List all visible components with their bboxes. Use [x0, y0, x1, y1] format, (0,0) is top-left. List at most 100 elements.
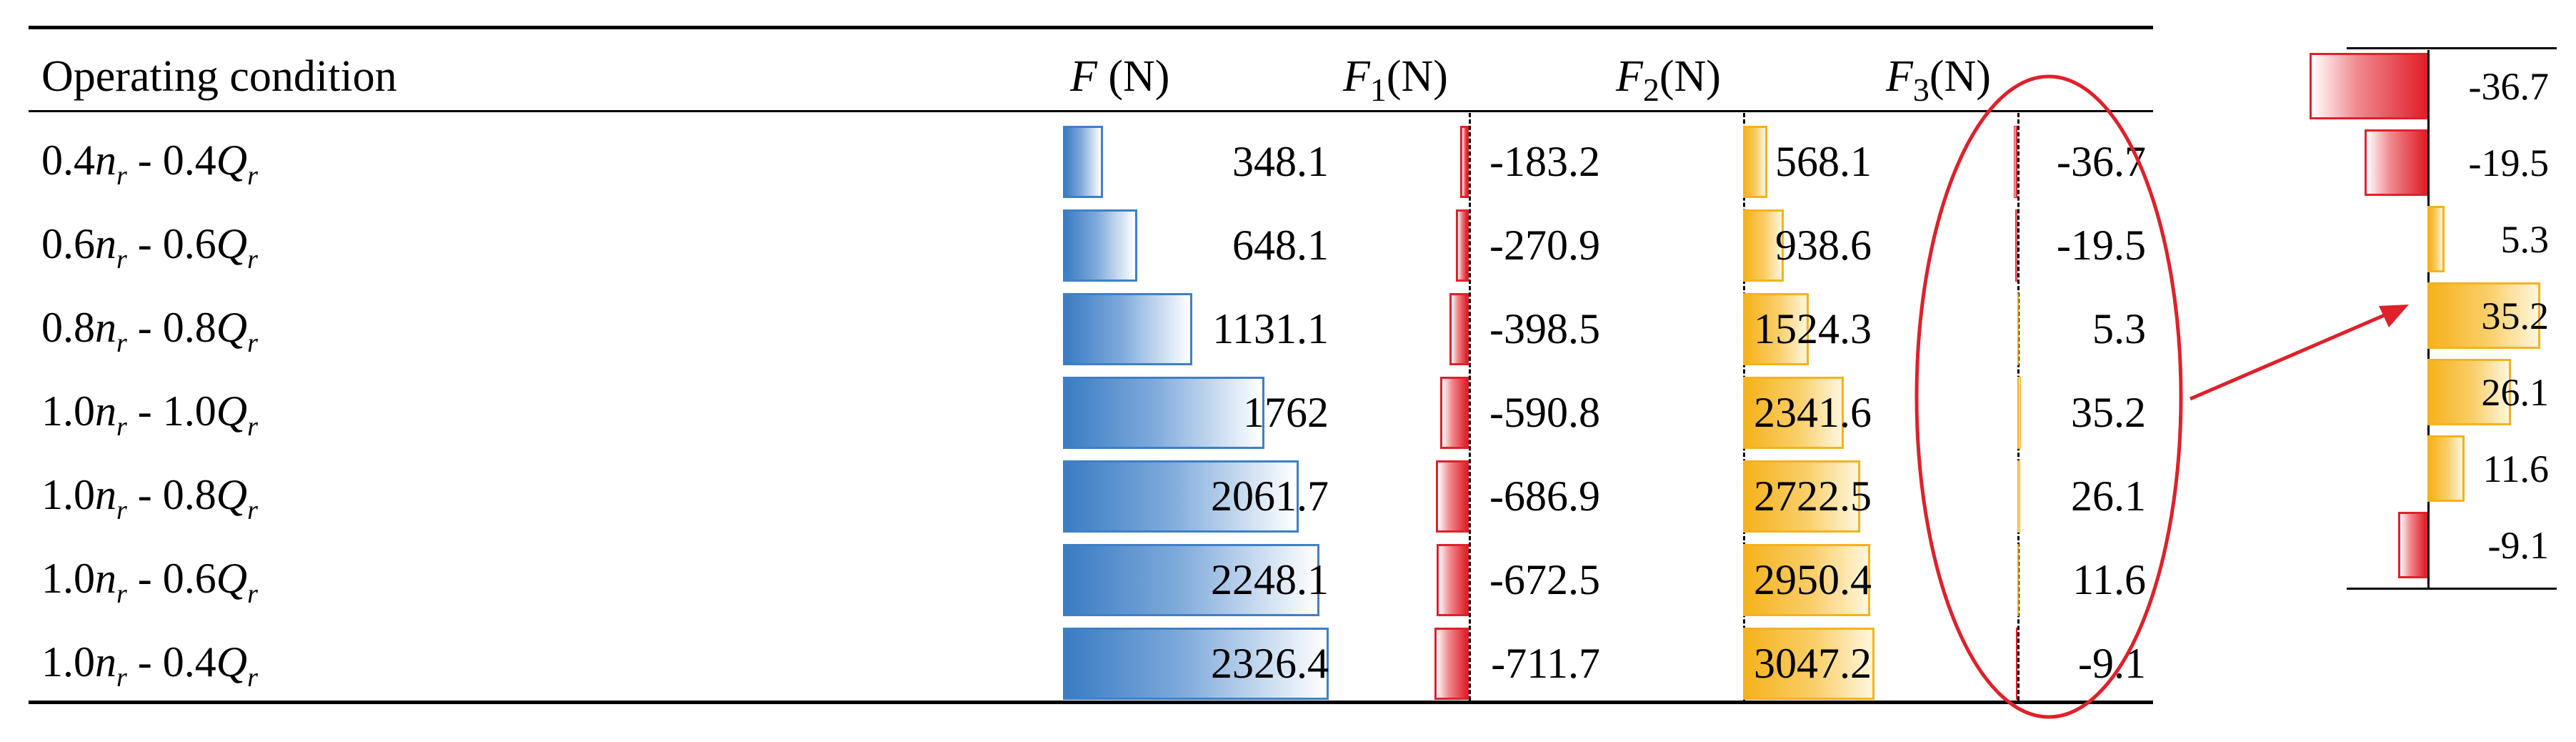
row-n-subscript: r: [116, 412, 127, 442]
F-bar: [1063, 460, 1299, 533]
row-n-symbol: n: [95, 638, 116, 686]
F-bar: [1063, 293, 1192, 365]
row-speed-ratio: 0.8: [41, 304, 95, 351]
F1-value: -398.5: [1489, 305, 1600, 352]
zoom-bar: [2427, 282, 2541, 349]
row-Q-subscript: r: [247, 663, 258, 693]
header-F3-symbol: F: [1886, 52, 1913, 101]
header-F1-unit: (N): [1386, 52, 1448, 101]
F2-bar: [1743, 209, 1784, 282]
F-value: 2326.4: [1211, 640, 1329, 687]
zoom-bar: [2309, 53, 2427, 119]
F1-value: -183.2: [1489, 138, 1600, 185]
row-Q-subscript: r: [247, 412, 258, 442]
row-condition: 1.0nr - 0.6Qr: [41, 555, 258, 608]
F3-bar: [2015, 209, 2017, 282]
F1-value: -686.9: [1489, 473, 1600, 520]
row-Q-symbol: Q: [216, 137, 248, 184]
row-flow-ratio: 0.4: [162, 137, 216, 184]
row-condition: 1.0nr - 1.0Qr: [41, 387, 258, 440]
row-Q-symbol: Q: [216, 220, 248, 267]
row-condition: 1.0nr - 0.4Qr: [41, 638, 258, 691]
header-F2: F2(N): [1616, 52, 1721, 107]
header-F-symbol: F: [1070, 52, 1097, 101]
row-flow-ratio: 0.8: [162, 304, 216, 351]
F-bar: [1063, 209, 1137, 282]
F2-bar: [1743, 628, 1874, 700]
row-n-subscript: r: [116, 579, 127, 609]
F2-bar: [1743, 377, 1844, 449]
header-F-unit: (N): [1108, 52, 1170, 101]
row-Q-symbol: Q: [216, 638, 248, 686]
row-separator: -: [126, 304, 163, 351]
F1-bar: [1459, 126, 1469, 198]
F2-bar: [1743, 293, 1809, 365]
zoom-label: 11.6: [2482, 447, 2550, 490]
F1-bar: [1435, 460, 1469, 533]
row-condition: 0.6nr - 0.6Qr: [41, 220, 258, 273]
F2-value: 938.6: [1775, 222, 1872, 269]
F2-bar: [1743, 126, 1768, 198]
F2-value: 1524.3: [1754, 305, 1872, 352]
header-F1-symbol: F: [1343, 52, 1370, 101]
F3-value: 26.1: [2071, 473, 2146, 520]
F-value: 1762: [1243, 389, 1329, 436]
F-value: 348.1: [1232, 138, 1329, 185]
row-speed-ratio: 1.0: [41, 471, 95, 518]
row-n-symbol: n: [95, 137, 116, 184]
F2-bar: [1743, 460, 1861, 533]
row-condition: 0.4nr - 0.4Qr: [41, 137, 258, 189]
header-F3-subscript: 3: [1912, 71, 1929, 108]
row-separator: -: [126, 220, 163, 267]
zoom-bar: [2365, 129, 2427, 196]
F1-bar: [1440, 377, 1469, 449]
F2-value: 2341.6: [1754, 389, 1872, 436]
F1-bar: [1434, 628, 1469, 700]
F-value: 1131.1: [1212, 305, 1329, 352]
zoom-axis-top: [2347, 47, 2557, 49]
row-Q-symbol: Q: [216, 387, 248, 435]
F1-value: -590.8: [1489, 389, 1600, 436]
F2-bar: [1743, 544, 1871, 616]
row-flow-ratio: 0.6: [162, 555, 216, 602]
row-n-subscript: r: [116, 161, 127, 191]
header-F3: F3(N): [1886, 52, 1991, 107]
F3-bar: [2017, 293, 2019, 365]
row-n-symbol: n: [95, 471, 116, 518]
zoom-label: -9.1: [2487, 524, 2549, 567]
F-bar: [1063, 377, 1264, 449]
F2-value: 2950.4: [1754, 556, 1872, 603]
F3-bar: [2017, 460, 2020, 533]
row-flow-ratio: 0.8: [162, 471, 216, 518]
zoom-axis-bottom: [2347, 588, 2557, 590]
F3-value: 5.3: [2092, 305, 2146, 352]
header-F1: F1(N): [1343, 52, 1448, 107]
row-separator: -: [126, 555, 163, 602]
F3-bar: [2017, 544, 2019, 616]
zoom-label: -36.7: [2468, 65, 2549, 108]
row-Q-subscript: r: [247, 328, 258, 358]
row-separator: -: [126, 387, 163, 435]
row-speed-ratio: 1.0: [41, 555, 95, 602]
F1-zero-axis: [1469, 113, 1471, 701]
F3-bar: [2013, 126, 2017, 198]
row-n-subscript: r: [116, 244, 127, 274]
F-value: 648.1: [1232, 222, 1329, 269]
F1-value: -270.9: [1489, 222, 1600, 269]
zoom-bar: [2427, 435, 2465, 502]
row-flow-ratio: 0.6: [162, 220, 216, 267]
F2-value: 3047.2: [1754, 640, 1872, 687]
row-flow-ratio: 0.4: [162, 638, 216, 686]
F1-bar: [1449, 293, 1469, 365]
F-bar: [1063, 126, 1103, 198]
row-Q-symbol: Q: [216, 471, 248, 518]
F3-bar: [2016, 628, 2017, 700]
F-bar: [1063, 628, 1329, 700]
header-F2-unit: (N): [1659, 52, 1721, 101]
header-F: F (N): [1070, 54, 1169, 99]
callout-arrow-head: [2379, 305, 2409, 327]
F2-value: 2722.5: [1754, 473, 1872, 520]
row-n-symbol: n: [95, 220, 116, 267]
F1-bar: [1436, 544, 1469, 616]
